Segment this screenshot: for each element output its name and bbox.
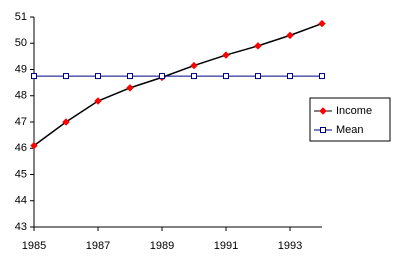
series-line [33, 22, 323, 147]
point [30, 141, 38, 150]
legend-marker [319, 107, 327, 115]
y-tick-label: 46 [15, 142, 27, 154]
point [318, 19, 326, 28]
point [190, 61, 198, 70]
y-tick-label: 49 [15, 63, 27, 75]
point [287, 73, 293, 80]
point [223, 73, 229, 80]
x-tick-label: 1987 [86, 240, 110, 252]
y-tick-label: 48 [15, 90, 27, 102]
y-tick-label: 47 [15, 116, 27, 128]
point [254, 42, 262, 50]
x-tick-label: 1989 [150, 240, 174, 252]
y-tick-label: 50 [15, 37, 27, 49]
point [126, 84, 134, 92]
y-tick-label: 44 [15, 195, 27, 207]
legend-label: Mean [336, 124, 364, 136]
legend-label: Income [336, 105, 372, 117]
point [319, 73, 325, 80]
legend-box [309, 97, 391, 142]
y-tick-label: 45 [15, 168, 27, 180]
point [159, 73, 165, 80]
y-tick-label: 51 [15, 11, 27, 23]
point [255, 73, 261, 80]
y-tick-label: 43 [15, 221, 27, 233]
legend-marker [320, 127, 326, 133]
point [94, 97, 102, 105]
point [222, 51, 230, 59]
point [62, 118, 70, 126]
legend: Income Mean [309, 97, 391, 142]
x-tick-label: 1993 [278, 240, 302, 252]
point [95, 73, 101, 80]
point [191, 73, 197, 80]
x-tick-label: 1985 [22, 240, 46, 252]
x-tick-label: 1991 [214, 240, 238, 252]
point [286, 31, 294, 40]
point [63, 73, 69, 80]
point [127, 73, 133, 80]
point [31, 73, 37, 80]
